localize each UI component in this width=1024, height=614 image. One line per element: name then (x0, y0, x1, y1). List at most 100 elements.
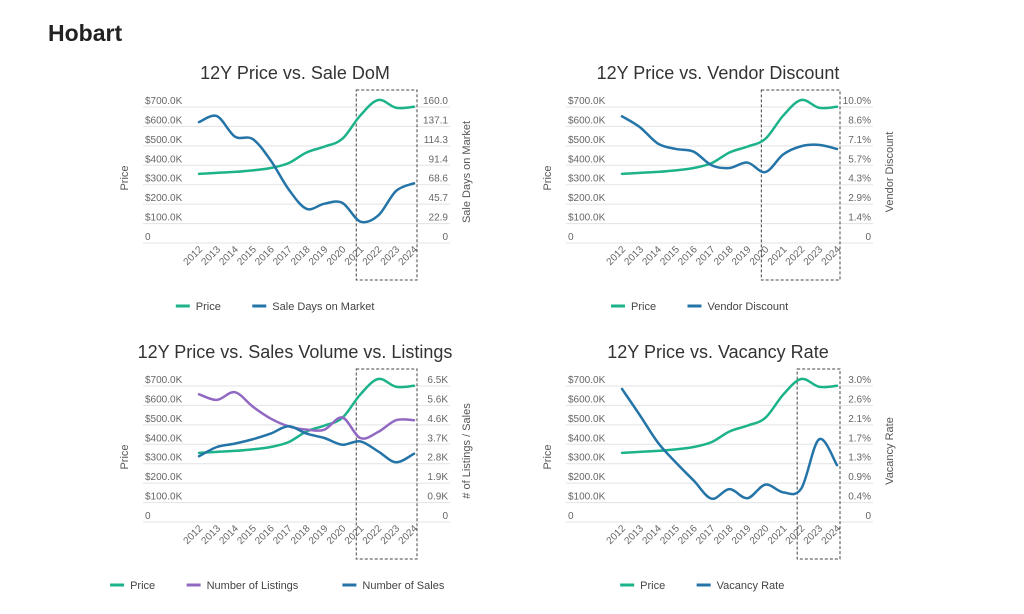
chart-title: 12Y Price vs. Sale DoM (200, 63, 390, 83)
y2-tick-label: 114.3 (424, 135, 449, 146)
x-tick-label: 2021 (766, 523, 790, 547)
x-tick-label: 2013 (200, 244, 224, 268)
legend-item: Vacancy Rate (696, 580, 785, 592)
legend-label: Number of Listings (207, 580, 299, 592)
y2-axis-title: Vendor Discount (884, 132, 896, 213)
x-tick-label: 2019 (730, 244, 754, 268)
y2-tick-label: 2.1% (848, 414, 871, 425)
x-tick-label: 2015 (658, 244, 682, 268)
x-tick-label: 2016 (676, 244, 700, 268)
y2-tick-label: 0.9% (848, 472, 871, 483)
x-tick-label: 2018 (289, 244, 313, 268)
y2-tick-label: 5.7% (848, 154, 871, 165)
x-tick-label: 2014 (640, 523, 664, 547)
y-tick-label: $600.0K (568, 394, 606, 405)
y-tick-label: $400.0K (568, 154, 606, 165)
x-tick-label: 2014 (217, 244, 241, 268)
y2-tick-label: 160.0 (423, 96, 448, 107)
legend-item: Price (620, 580, 665, 592)
y-tick-label: 0 (145, 511, 151, 522)
x-tick-label: 2020 (748, 244, 772, 268)
x-tick-label: 2022 (361, 244, 385, 268)
y2-tick-label: 0 (865, 511, 871, 522)
series-line (620, 98, 839, 176)
x-tick-label: 2017 (694, 244, 718, 268)
x-tick-label: 2016 (253, 523, 277, 547)
series-line (620, 115, 839, 174)
legend-item: Number of Listings (186, 580, 299, 592)
y2-tick-label: 1.3% (848, 453, 871, 464)
legend-label: Vacancy Rate (717, 580, 785, 592)
x-tick-label: 2021 (343, 523, 367, 547)
y2-tick-label: 2.9% (848, 193, 871, 204)
y-tick-label: 0 (568, 511, 574, 522)
x-tick-label: 2023 (379, 244, 403, 268)
y-tick-label: $600.0K (145, 115, 183, 126)
y2-tick-label: 1.7% (848, 433, 871, 444)
x-tick-label: 2016 (676, 523, 700, 547)
x-tick-label: 2022 (784, 523, 808, 547)
x-tick-label: 2012 (605, 523, 629, 547)
y-tick-label: $500.0K (145, 414, 183, 425)
y-axis-title: Price (542, 444, 554, 469)
series-line (197, 390, 416, 440)
y2-tick-label: 3.7K (427, 433, 448, 444)
y2-tick-label: 22.9 (429, 213, 449, 224)
y2-tick-label: 91.4 (429, 154, 449, 165)
y-tick-label: $600.0K (568, 115, 606, 126)
y2-tick-label: 2.6% (848, 394, 871, 405)
x-tick-label: 2013 (623, 523, 647, 547)
y2-tick-label: 10.0% (843, 96, 871, 107)
x-tick-label: 2014 (640, 244, 664, 268)
series-line (620, 377, 839, 455)
series-line (197, 425, 416, 464)
x-tick-label: 2022 (784, 244, 808, 268)
x-tick-label: 2023 (379, 523, 403, 547)
y-axis-title: Price (119, 444, 131, 469)
legend-label: Sale Days on Market (272, 301, 374, 313)
legend-label: Price (640, 580, 665, 592)
y-tick-label: $300.0K (568, 453, 606, 464)
y2-tick-label: 4.6K (427, 414, 448, 425)
legend-label: Price (631, 301, 656, 313)
highlight-box (355, 368, 418, 560)
y2-tick-label: 0.9K (427, 492, 448, 503)
y2-tick-label: 5.6K (427, 394, 448, 405)
x-tick-label: 2019 (730, 523, 754, 547)
x-tick-label: 2014 (217, 523, 241, 547)
x-tick-label: 2017 (271, 523, 295, 547)
chart-panel: 12Y Price vs. Sales Volume vs. Listings 0… (110, 342, 473, 592)
x-tick-label: 2020 (325, 523, 349, 547)
x-tick-label: 2019 (307, 244, 331, 268)
legend-item: Number of Sales (342, 580, 445, 592)
legend-label: Price (196, 301, 221, 313)
y-tick-label: $200.0K (568, 193, 606, 204)
y-tick-label: $600.0K (145, 394, 183, 405)
y2-tick-label: 1.9K (427, 472, 448, 483)
x-tick-label: 2015 (235, 244, 259, 268)
y-tick-label: 0 (145, 232, 151, 243)
page-title: Hobart (48, 20, 123, 46)
y-tick-label: $100.0K (145, 213, 183, 224)
y2-axis-title: # of Listings / Sales (461, 403, 473, 499)
y2-tick-label: 3.0% (848, 375, 871, 386)
y2-tick-label: 1.4% (848, 213, 871, 224)
y2-tick-label: 8.6% (848, 115, 871, 126)
x-tick-label: 2022 (361, 523, 385, 547)
series-line (197, 98, 416, 176)
y-tick-label: $300.0K (568, 174, 606, 185)
chart-title: 12Y Price vs. Sales Volume vs. Listings (138, 342, 453, 362)
y2-tick-label: 0 (865, 232, 871, 243)
series-line (620, 387, 839, 500)
y-tick-label: $200.0K (568, 472, 606, 483)
y-tick-label: $200.0K (145, 472, 183, 483)
x-tick-label: 2013 (623, 244, 647, 268)
x-tick-label: 2021 (343, 244, 367, 268)
y-tick-label: $500.0K (568, 414, 606, 425)
x-tick-label: 2017 (694, 523, 718, 547)
y-axis-title: Price (119, 165, 131, 190)
y-tick-label: $100.0K (568, 492, 606, 503)
x-tick-label: 2019 (307, 523, 331, 547)
highlight-box (760, 89, 841, 281)
